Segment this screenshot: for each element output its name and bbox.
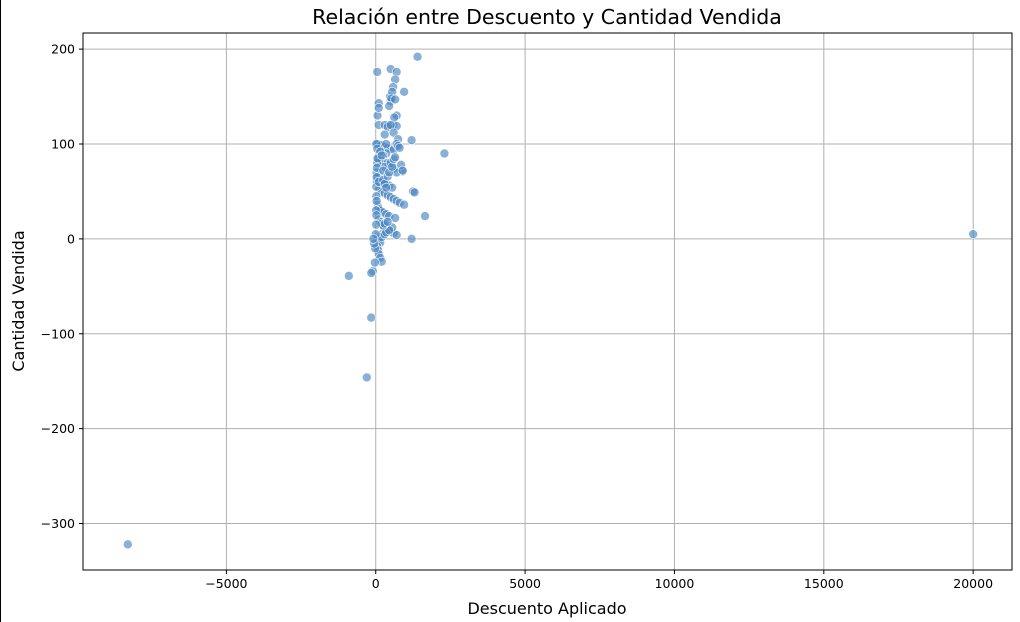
x-tick-label: −5000: [205, 576, 247, 591]
x-tick-label: 10000: [655, 576, 695, 591]
y-tick-label: 200: [51, 42, 75, 57]
data-point: [371, 219, 381, 230]
x-axis-label: Descuento Aplicado: [467, 599, 626, 618]
data-point: [388, 127, 399, 138]
data-point: [344, 271, 354, 281]
data-point: [371, 196, 382, 206]
data-point: [399, 199, 409, 210]
data-point: [390, 152, 400, 163]
data-point: [371, 210, 382, 220]
y-tick-label: −100: [41, 326, 75, 341]
x-tick-label: 5000: [509, 576, 541, 591]
data-point: [439, 148, 450, 159]
data-point: [390, 213, 400, 223]
y-axis-label: Cantidad Vendida: [9, 230, 28, 371]
y-tick-label: 0: [67, 231, 75, 246]
data-point: [361, 372, 372, 383]
left-border: [0, 0, 1, 622]
chart-title: Relación entre Descuento y Cantidad Vend…: [312, 5, 782, 29]
data-point: [406, 234, 417, 244]
data-point: [366, 312, 377, 323]
data-point: [123, 539, 133, 550]
data-point: [397, 165, 408, 176]
x-tick-label: 20000: [953, 576, 993, 591]
data-point: [370, 257, 380, 268]
x-tick-label: 0: [372, 576, 380, 591]
data-point: [391, 230, 402, 240]
x-tick-label: 15000: [804, 576, 844, 591]
data-point: [376, 150, 387, 161]
grid-lines: [83, 33, 1012, 570]
data-point: [381, 182, 391, 193]
data-point: [368, 234, 379, 244]
data-point: [412, 51, 423, 62]
y-tick-label: 100: [51, 137, 75, 152]
plot-frame: [82, 32, 1013, 571]
data-point: [372, 67, 383, 77]
data-point: [373, 103, 384, 113]
data-point: [382, 217, 393, 227]
y-tick-label: −300: [41, 516, 75, 531]
data-points: [123, 51, 978, 550]
axis-ticks: −5000 0 5000 10000 15000 20000 −300 −200 −100 0 10…: [41, 42, 993, 591]
data-point: [420, 211, 430, 221]
data-point: [406, 135, 417, 146]
data-point: [384, 101, 394, 111]
y-tick-label: −200: [41, 421, 75, 436]
data-point: [379, 129, 390, 140]
data-point: [399, 87, 409, 97]
data-point: [409, 187, 420, 198]
data-point: [381, 139, 391, 149]
data-point: [366, 268, 377, 278]
data-point: [968, 229, 978, 239]
data-point: [394, 143, 405, 153]
data-point: [390, 94, 400, 105]
